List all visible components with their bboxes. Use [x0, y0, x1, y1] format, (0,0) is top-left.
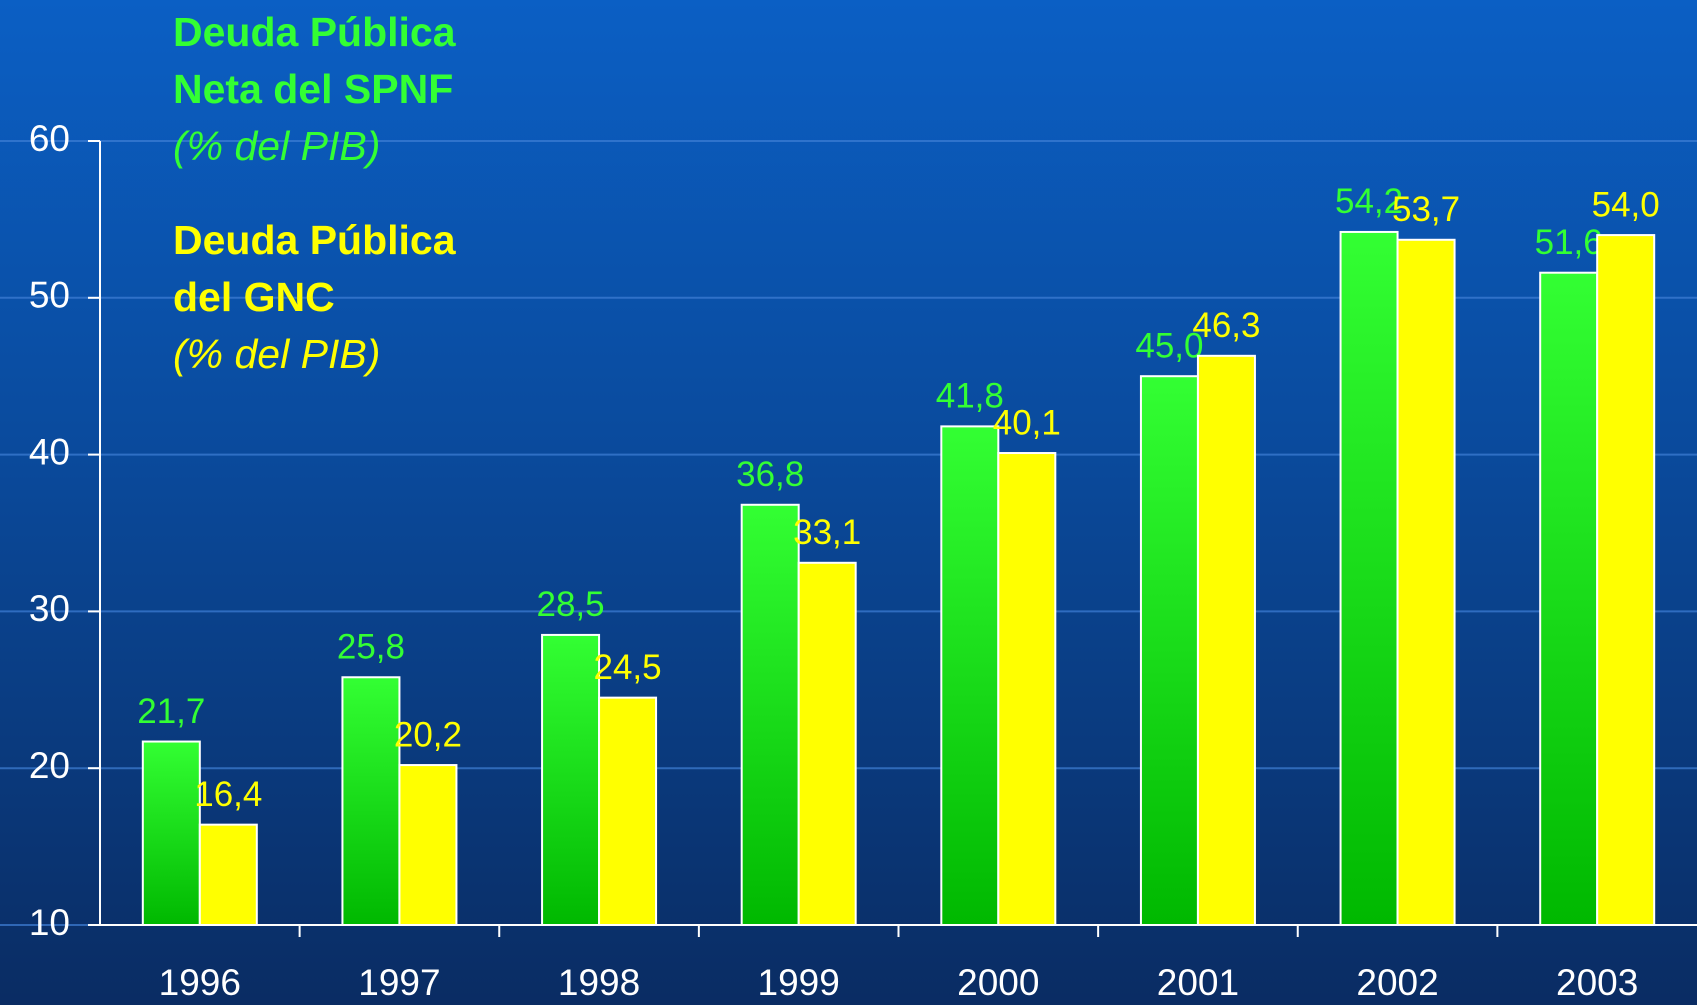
bar: [997, 452, 1057, 926]
data-label: 36,8: [736, 455, 804, 494]
data-label: 54,0: [1592, 185, 1660, 224]
bar: [1539, 271, 1599, 927]
bar: [398, 764, 458, 927]
bar: [598, 696, 658, 927]
data-label: 25,8: [337, 628, 405, 667]
legend-name: Deuda Pública del GNC: [173, 217, 456, 320]
x-tick-label: 1999: [758, 962, 840, 1003]
x-tick-label: 1996: [159, 962, 241, 1003]
data-label: 46,3: [1192, 306, 1260, 345]
legend-entry: Deuda Pública Neta del SPNF (% del PIB): [173, 4, 513, 175]
y-tick-label: 60: [29, 118, 70, 159]
bar: [1139, 375, 1199, 926]
data-label: 16,4: [194, 775, 262, 814]
bar: [1596, 234, 1656, 926]
y-tick-label: 10: [29, 902, 70, 943]
bar: [940, 425, 1000, 926]
bar: [541, 633, 601, 926]
data-label: 54,2: [1335, 182, 1403, 221]
x-tick-label: 2001: [1157, 962, 1239, 1003]
x-tick-label: 2003: [1556, 962, 1638, 1003]
bar: [141, 740, 201, 926]
bar: [740, 503, 800, 926]
data-label: 24,5: [594, 648, 662, 687]
x-tick-label: 2000: [957, 962, 1039, 1003]
data-label: 45,0: [1135, 326, 1203, 365]
data-label: 51,6: [1535, 223, 1603, 262]
x-tick-label: 1997: [358, 962, 440, 1003]
x-tick-label: 1998: [558, 962, 640, 1003]
bar: [1196, 354, 1256, 927]
data-label: 33,1: [793, 513, 861, 552]
bar: [198, 823, 258, 927]
y-tick-label: 20: [29, 745, 70, 786]
data-label: 20,2: [394, 715, 462, 754]
data-label: 21,7: [137, 692, 205, 731]
data-label: 28,5: [537, 585, 605, 624]
data-label: 40,1: [993, 403, 1061, 442]
bar: [341, 676, 401, 926]
legend-unit: (% del PIB): [173, 123, 381, 169]
y-tick-label: 30: [29, 588, 70, 629]
x-tick-label: 2002: [1356, 962, 1438, 1003]
legend-entry: Deuda Pública del GNC (% del PIB): [173, 212, 513, 383]
legend-unit: (% del PIB): [173, 331, 381, 377]
bar: [1339, 230, 1399, 927]
y-tick-label: 40: [29, 431, 70, 472]
bar: [1396, 238, 1456, 926]
data-label: 41,8: [936, 377, 1004, 416]
data-label: 53,7: [1392, 190, 1460, 229]
legend-name: Deuda Pública Neta del SPNF: [173, 9, 456, 112]
y-tick-label: 50: [29, 275, 70, 316]
bar: [797, 561, 857, 926]
